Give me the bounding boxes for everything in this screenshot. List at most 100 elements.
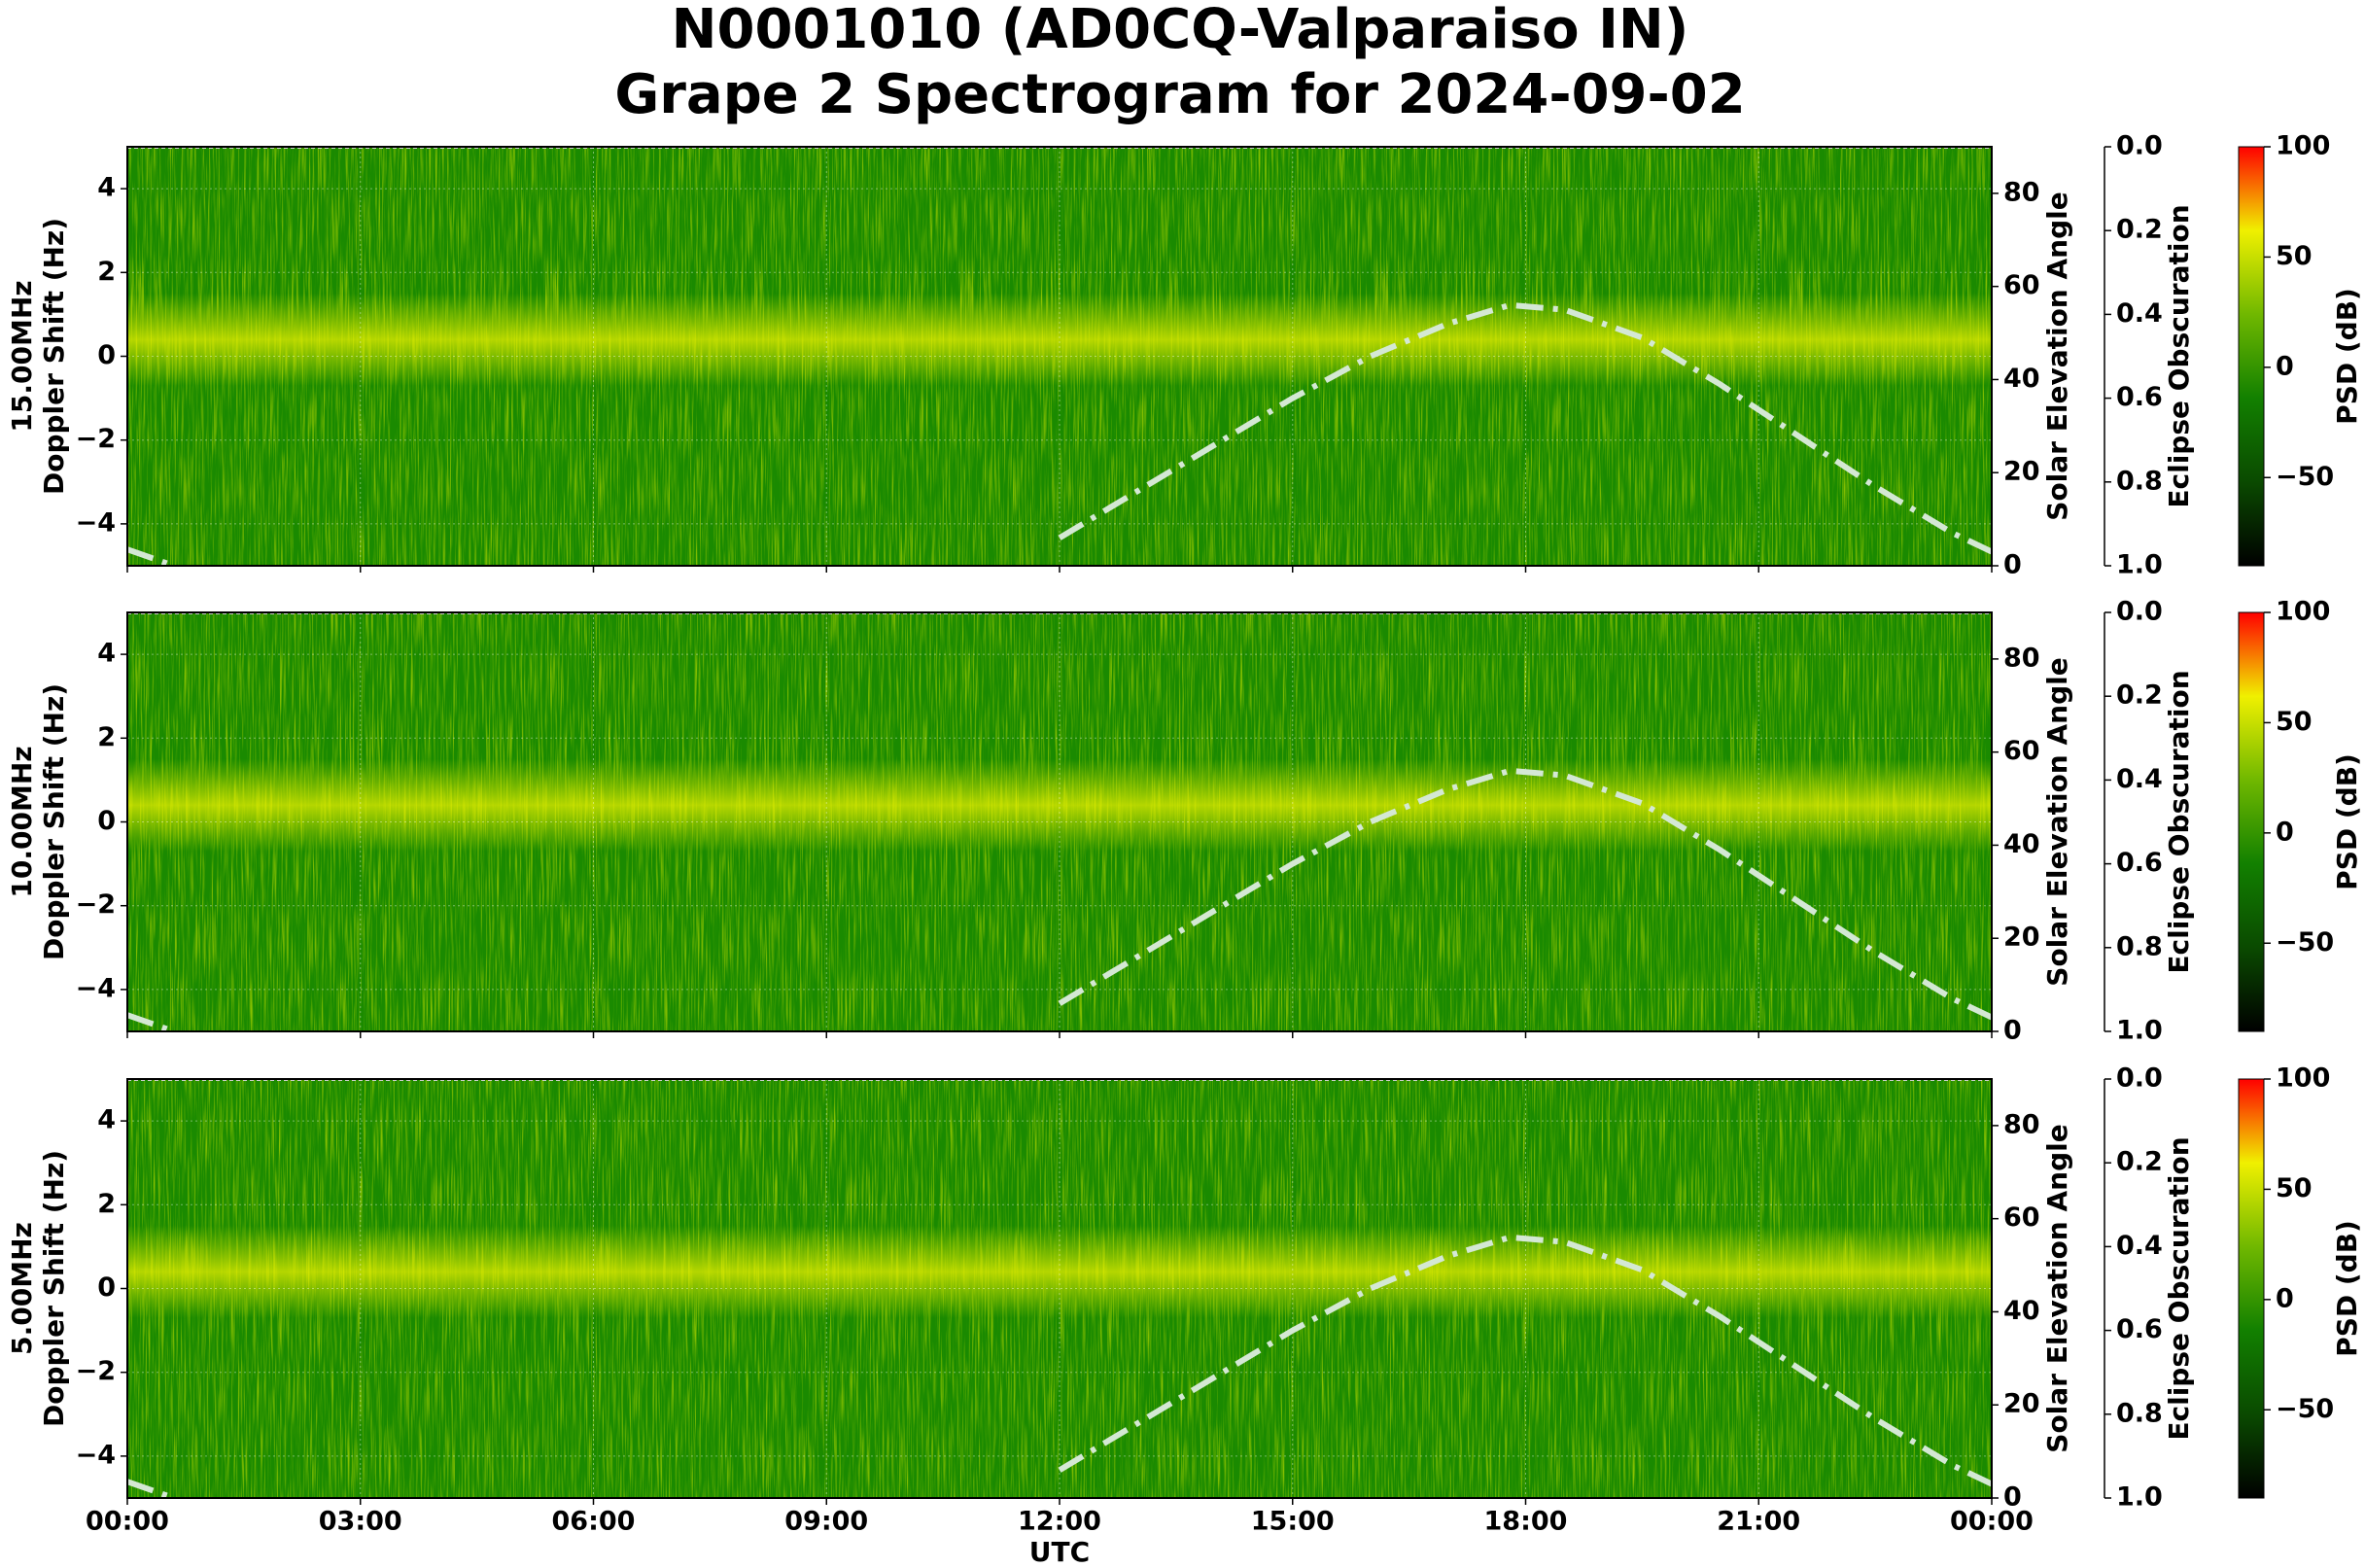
y-label: Doppler Shift (Hz)	[38, 1150, 70, 1427]
colorbar-label: PSD (dB)	[2331, 288, 2363, 425]
x-tick-label: 15:00	[1251, 1507, 1335, 1537]
solar-elevation-line	[126, 767, 1994, 1034]
y3-tick-label: 0.6	[2116, 848, 2163, 878]
y2-tick-label: 80	[2003, 643, 2040, 673]
y2-tick-label: 20	[2003, 923, 2040, 953]
y2-tick-label: 40	[2003, 1296, 2040, 1326]
y-tick-label: 0	[97, 340, 116, 370]
y2-tick-label: 60	[2003, 1202, 2040, 1233]
y2-tick-label: 0	[2003, 1016, 2022, 1046]
y-label: Doppler Shift (Hz)	[38, 683, 70, 960]
y2-tick-label: 0	[2003, 1482, 2022, 1513]
y2-tick-label: 60	[2003, 270, 2040, 300]
plot-frame	[126, 146, 1993, 567]
x-tick-label: 03:00	[319, 1507, 402, 1537]
x-tick-label: 00:00	[86, 1507, 169, 1537]
y2-tick-label: 20	[2003, 1389, 2040, 1419]
y3-label: Eclipse Obscuration	[2163, 1136, 2195, 1440]
y-tick-label: 2	[97, 257, 116, 287]
x-tick-label: 18:00	[1484, 1507, 1568, 1537]
y3-tick-label: 0.4	[2116, 1231, 2163, 1261]
colorbar-tick-label: −50	[2276, 462, 2334, 492]
y3-tick-label: 0.4	[2116, 764, 2163, 794]
y3-tick-label: 0.8	[2116, 1398, 2163, 1428]
y-label: Doppler Shift (Hz)	[38, 218, 70, 495]
x-tick-label: 12:00	[1018, 1507, 1101, 1537]
y3-tick-label: 0.2	[2116, 1147, 2163, 1177]
y-tick-label: −2	[76, 889, 116, 920]
y-tick-label: 4	[97, 639, 116, 669]
x-tick-label: 21:00	[1717, 1507, 1800, 1537]
spectrogram-band	[127, 1225, 1992, 1318]
y3-tick-label: 0.8	[2116, 931, 2163, 961]
y3-tick-label: 0.6	[2116, 1314, 2163, 1344]
y2-tick-label: 80	[2003, 1109, 2040, 1139]
colorbar	[2238, 146, 2265, 567]
colorbar-tick-label: 50	[2276, 241, 2313, 271]
y2-tick-label: 0	[2003, 550, 2022, 580]
y3-tick-label: 1.0	[2116, 1016, 2163, 1046]
y2-tick-label: 20	[2003, 457, 2040, 487]
y3-label: Eclipse Obscuration	[2163, 670, 2195, 973]
x-label: UTC	[1029, 1536, 1090, 1568]
colorbar-label: PSD (dB)	[2331, 1220, 2363, 1357]
colorbar-tick-label: −50	[2276, 1394, 2334, 1424]
y-tick-label: −4	[76, 973, 116, 1003]
y3-tick-label: 0.0	[2116, 131, 2163, 161]
y2-label: Solar Elevation Angle	[2041, 192, 2073, 520]
y2-tick-label: 60	[2003, 736, 2040, 766]
x-tick-label: 00:00	[1950, 1507, 2034, 1537]
colorbar-tick-label: 50	[2276, 707, 2313, 737]
colorbar-tick-label: −50	[2276, 927, 2334, 958]
y3-label: Eclipse Obscuration	[2163, 204, 2195, 507]
solar-elevation-line	[126, 301, 1994, 569]
colorbar-tick-label: 100	[2276, 1063, 2330, 1094]
y-label: 15.00MHz	[6, 280, 38, 432]
y2-tick-label: 40	[2003, 829, 2040, 859]
colorbar	[2238, 1078, 2265, 1499]
y2-tick-label: 40	[2003, 364, 2040, 394]
y-label: 5.00MHz	[6, 1222, 38, 1355]
y-tick-label: 0	[97, 806, 116, 836]
y3-tick-label: 0.0	[2116, 1063, 2163, 1094]
colorbar-label: PSD (dB)	[2331, 753, 2363, 890]
colorbar	[2238, 611, 2265, 1032]
spectrogram-band	[127, 293, 1992, 386]
colorbar-tick-label: 100	[2276, 131, 2330, 161]
colorbar-tick-label: 0	[2276, 817, 2294, 847]
y3-tick-label: 0.4	[2116, 298, 2163, 329]
colorbar-tick-label: 50	[2276, 1173, 2313, 1203]
y-tick-label: −2	[76, 1356, 116, 1386]
y-tick-label: 0	[97, 1272, 116, 1303]
plot-frame	[126, 611, 1993, 1032]
y2-label: Solar Elevation Angle	[2041, 1124, 2073, 1452]
x-tick-label: 06:00	[552, 1507, 636, 1537]
y-label: 10.00MHz	[6, 746, 38, 897]
y-tick-label: −2	[76, 424, 116, 454]
solar-elevation-line	[126, 1234, 1994, 1501]
y2-label: Solar Elevation Angle	[2041, 657, 2073, 986]
colorbar-tick-label: 0	[2276, 1283, 2294, 1313]
y3-tick-label: 0.6	[2116, 382, 2163, 412]
spectrogram-band	[127, 758, 1992, 852]
colorbar-tick-label: 100	[2276, 597, 2330, 627]
y3-tick-label: 0.0	[2116, 597, 2163, 627]
y3-tick-label: 1.0	[2116, 550, 2163, 580]
colorbar-tick-label: 0	[2276, 351, 2294, 381]
y3-tick-label: 0.8	[2116, 466, 2163, 496]
y-tick-label: −4	[76, 1440, 116, 1470]
y-tick-label: 4	[97, 173, 116, 203]
y-tick-label: −4	[76, 507, 116, 538]
y-tick-label: 2	[97, 1189, 116, 1219]
plot-frame	[126, 1078, 1993, 1499]
y3-tick-label: 0.2	[2116, 680, 2163, 711]
y3-tick-label: 0.2	[2116, 215, 2163, 245]
title-line: N0001010 (AD0CQ-Valparaiso IN)	[672, 0, 1689, 61]
title-line: Grape 2 Spectrogram for 2024-09-02	[614, 63, 1745, 126]
y2-tick-label: 80	[2003, 177, 2040, 207]
y-tick-label: 2	[97, 722, 116, 752]
y-tick-label: 4	[97, 1105, 116, 1135]
x-tick-label: 09:00	[784, 1507, 868, 1537]
y3-tick-label: 1.0	[2116, 1482, 2163, 1513]
